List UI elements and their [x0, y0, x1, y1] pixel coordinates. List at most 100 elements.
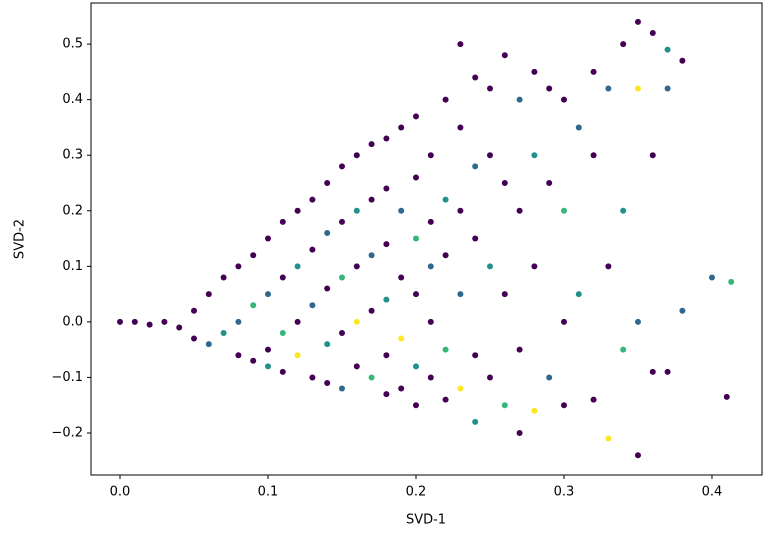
point: [649, 30, 656, 36]
point: [442, 346, 449, 353]
x-tick-label: 0.3: [554, 485, 575, 500]
point: [708, 274, 715, 281]
point: [531, 407, 538, 414]
point: [383, 241, 390, 248]
point: [412, 291, 419, 298]
point: [338, 274, 345, 281]
point: [176, 324, 183, 331]
point: [235, 263, 242, 270]
point: [131, 318, 138, 325]
point: [546, 180, 553, 186]
y-tick-label: 0.1: [62, 259, 83, 274]
point: [486, 263, 493, 270]
point: [472, 418, 479, 425]
x-tick-label: 0.0: [110, 485, 131, 500]
point: [412, 235, 419, 242]
point: [324, 285, 331, 292]
point: [279, 218, 286, 225]
point: [412, 174, 419, 181]
point: [324, 180, 331, 186]
point: [309, 302, 316, 309]
point: [338, 385, 345, 392]
point: [531, 152, 538, 159]
point: [250, 252, 257, 259]
point: [368, 307, 375, 314]
point: [383, 391, 390, 398]
point: [383, 352, 390, 359]
point: [294, 318, 301, 325]
point: [191, 335, 198, 342]
point: [235, 352, 242, 359]
point: [324, 230, 331, 236]
point: [250, 357, 257, 364]
point: [309, 196, 316, 203]
point: [546, 85, 553, 92]
point: [649, 152, 656, 159]
point: [457, 41, 464, 48]
point: [472, 74, 479, 81]
point: [472, 352, 479, 359]
point: [368, 252, 375, 259]
y-tick-label: 0.3: [62, 148, 83, 163]
point: [427, 263, 434, 270]
point: [279, 330, 286, 336]
point: [723, 393, 730, 400]
y-tick-label: 0.2: [62, 203, 83, 218]
y-tick-label: 0.5: [62, 37, 83, 52]
point: [294, 352, 301, 359]
point: [560, 96, 567, 103]
point: [590, 152, 597, 159]
point: [649, 368, 656, 375]
point: [605, 263, 612, 270]
point: [457, 291, 464, 298]
point: [412, 402, 419, 409]
y-tick-label: 0.0: [62, 314, 83, 329]
point: [427, 218, 434, 225]
point: [442, 252, 449, 259]
point: [620, 207, 627, 214]
point: [486, 374, 493, 381]
point: [457, 385, 464, 392]
point: [383, 185, 390, 192]
y-tick-label: 0.4: [62, 92, 83, 107]
point: [516, 207, 523, 214]
point: [560, 207, 567, 214]
x-axis-label: SVD-1: [406, 513, 446, 528]
point: [250, 302, 257, 309]
y-tick-label: −0.1: [51, 370, 83, 385]
point: [368, 374, 375, 381]
point: [664, 85, 671, 92]
point: [309, 374, 316, 381]
point: [398, 385, 405, 392]
point: [531, 68, 538, 75]
point: [634, 318, 641, 325]
point: [264, 291, 271, 298]
point: [457, 207, 464, 214]
point: [353, 152, 360, 159]
point: [486, 152, 493, 159]
point: [575, 291, 582, 298]
point: [679, 57, 686, 64]
point: [590, 68, 597, 75]
point: [442, 196, 449, 203]
y-tick-label: −0.2: [51, 426, 83, 441]
point: [398, 274, 405, 281]
plot-frame: [90, 2, 763, 476]
point: [279, 274, 286, 281]
point: [146, 321, 153, 328]
point: [412, 363, 419, 370]
x-tick-label: 0.4: [702, 485, 723, 500]
point: [634, 18, 641, 25]
point: [501, 180, 508, 186]
point: [338, 330, 345, 336]
point: [324, 341, 331, 348]
point: [442, 396, 449, 403]
point: [605, 85, 612, 92]
point: [161, 318, 168, 325]
point: [235, 318, 242, 325]
point: [383, 296, 390, 303]
point: [368, 141, 375, 148]
point: [279, 368, 286, 375]
point: [309, 246, 316, 253]
point: [442, 96, 449, 103]
